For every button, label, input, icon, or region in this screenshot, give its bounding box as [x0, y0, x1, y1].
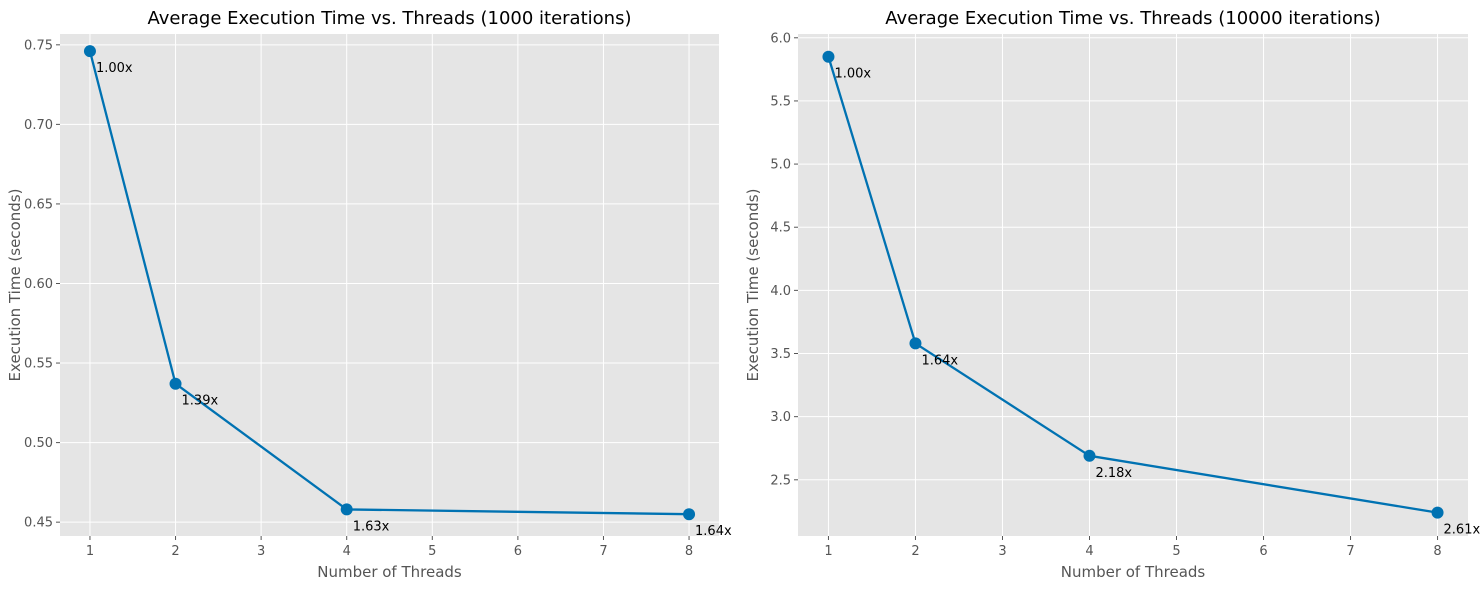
chart-10000-iterations: 1 2 3 4 5 6 7 82.53.03.54.04.55.05.56.0 1.00x1.…	[744, 8, 1480, 581]
data-label: 1.00x	[96, 61, 133, 76]
data-point	[909, 337, 922, 350]
y-tick-label: 0.75	[24, 38, 53, 53]
data-point	[683, 508, 696, 521]
y-tick-label: 3.5	[770, 347, 791, 362]
y-tick-label: 4.0	[770, 284, 791, 299]
chart-1000-iterations: 1 2 3 4 5 6 7 8 0.45 0.50 0.55 0.60 0.65 0.70 0.75 1.0…	[6, 8, 732, 581]
series-line	[827, 56, 1438, 514]
data-point	[1431, 506, 1444, 519]
data-label: 1.39x	[182, 394, 219, 409]
series-marks: 1.00x 1.39x 1.63x 1.64x	[83, 45, 732, 539]
data-point	[340, 503, 353, 516]
data-point	[1083, 449, 1096, 462]
x-tick-label: 8	[1433, 544, 1441, 559]
data-label: 1.63x	[353, 519, 390, 534]
data-label: 2.18x	[1095, 466, 1132, 481]
x-axis-label: Number of Threads	[317, 563, 462, 581]
x-axis-label: Number of Threads	[1061, 563, 1206, 581]
ticks: 1 2 3 4 5 6 7 8 0.45 0.50 0.55 0.60 0.65 0.70 0.75	[24, 38, 693, 559]
x-tick-label: 7	[599, 544, 607, 559]
ticks: 1 2 3 4 5 6 7 8 2.5 3.0 3.5 4.0 4.5 5.0 5.5 6.0	[770, 31, 1441, 559]
grid	[798, 34, 1468, 536]
y-axis-label: Execution Time (seconds)	[6, 189, 24, 382]
plot-area	[60, 34, 719, 536]
data-label: 1.64x	[695, 524, 732, 539]
x-tick-label: 6	[514, 544, 522, 559]
y-axis-label: Execution Time (seconds)	[744, 189, 762, 382]
plot-area	[798, 34, 1468, 536]
x-tick-label: 7	[1346, 544, 1354, 559]
y-tick-label: 2.5	[770, 473, 791, 488]
y-tick-label: 0.50	[24, 436, 53, 451]
data-point	[83, 45, 96, 58]
x-tick-label: 1	[86, 544, 94, 559]
y-tick-label: 0.60	[24, 277, 53, 292]
data-label: 2.61x	[1444, 523, 1481, 538]
x-tick-label: 5	[428, 544, 436, 559]
series-line	[88, 50, 690, 516]
x-tick-label: 5	[1172, 544, 1180, 559]
y-tick-label: 0.55	[24, 357, 53, 372]
y-tick-label: 0.70	[24, 118, 53, 133]
x-tick-label: 2	[171, 544, 179, 559]
data-label: 1.00x	[834, 67, 871, 82]
x-tick-label: 3	[998, 544, 1006, 559]
data-point	[169, 377, 182, 390]
x-tick-label: 4	[1085, 544, 1093, 559]
y-tick-label: 0.45	[24, 516, 53, 531]
y-tick-label: 4.5	[770, 221, 791, 236]
y-tick-label: 6.0	[770, 31, 791, 46]
y-tick-label: 5.5	[770, 94, 791, 109]
data-label: 1.64x	[921, 353, 958, 368]
series-marks: 1.00x 1.64x 2.18x 2.61x	[822, 50, 1481, 538]
x-tick-label: 3	[257, 544, 265, 559]
x-tick-label: 1	[824, 544, 832, 559]
data-point	[822, 50, 835, 63]
y-tick-label: 3.0	[770, 410, 791, 425]
chart-title: Average Execution Time vs. Threads (1000…	[885, 8, 1380, 29]
x-tick-label: 6	[1259, 544, 1267, 559]
x-tick-label: 2	[911, 544, 919, 559]
y-tick-label: 0.65	[24, 197, 53, 212]
x-tick-label: 4	[343, 544, 351, 559]
y-tick-label: 5.0	[770, 158, 791, 173]
chart-title: Average Execution Time vs. Threads (1000…	[148, 8, 632, 29]
x-tick-label: 8	[685, 544, 693, 559]
